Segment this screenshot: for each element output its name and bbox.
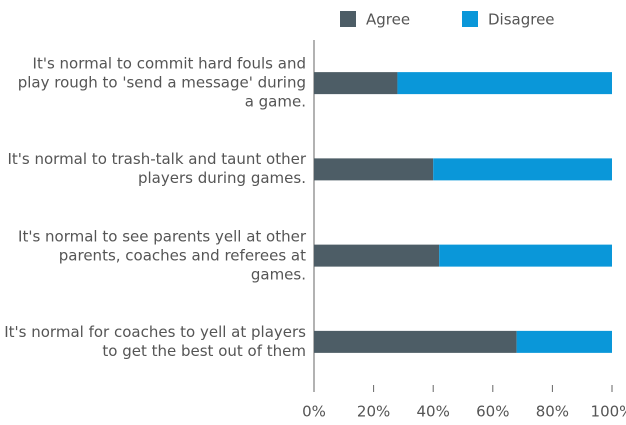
bar-segment xyxy=(516,330,612,353)
x-tick-label: 40% xyxy=(417,403,450,421)
legend-swatch xyxy=(462,11,478,27)
x-tick-label: 60% xyxy=(476,403,509,421)
legend-label: Disagree xyxy=(488,11,555,29)
x-tick-label: 0% xyxy=(302,403,326,421)
category-label: It's normal to see parents yell at other… xyxy=(18,227,306,284)
bar-segment xyxy=(314,72,398,95)
x-tick-label: 20% xyxy=(357,403,390,421)
legend-label: Agree xyxy=(366,11,410,29)
bar-segment xyxy=(314,244,440,267)
category-label: It's normal to trash-talk and taunt othe… xyxy=(7,150,306,188)
legend-swatch xyxy=(340,11,356,27)
x-tick-label: 100% xyxy=(591,403,626,421)
bar-segment xyxy=(433,158,612,181)
x-tick-label: 80% xyxy=(536,403,569,421)
bar-segment xyxy=(314,330,517,353)
bar-segment xyxy=(439,244,612,267)
category-label: It's normal for coaches to yell at playe… xyxy=(4,322,306,360)
category-label: It's normal to commit hard fouls and pla… xyxy=(17,54,306,111)
bar-segment xyxy=(397,72,612,95)
bar-segment xyxy=(314,158,434,181)
